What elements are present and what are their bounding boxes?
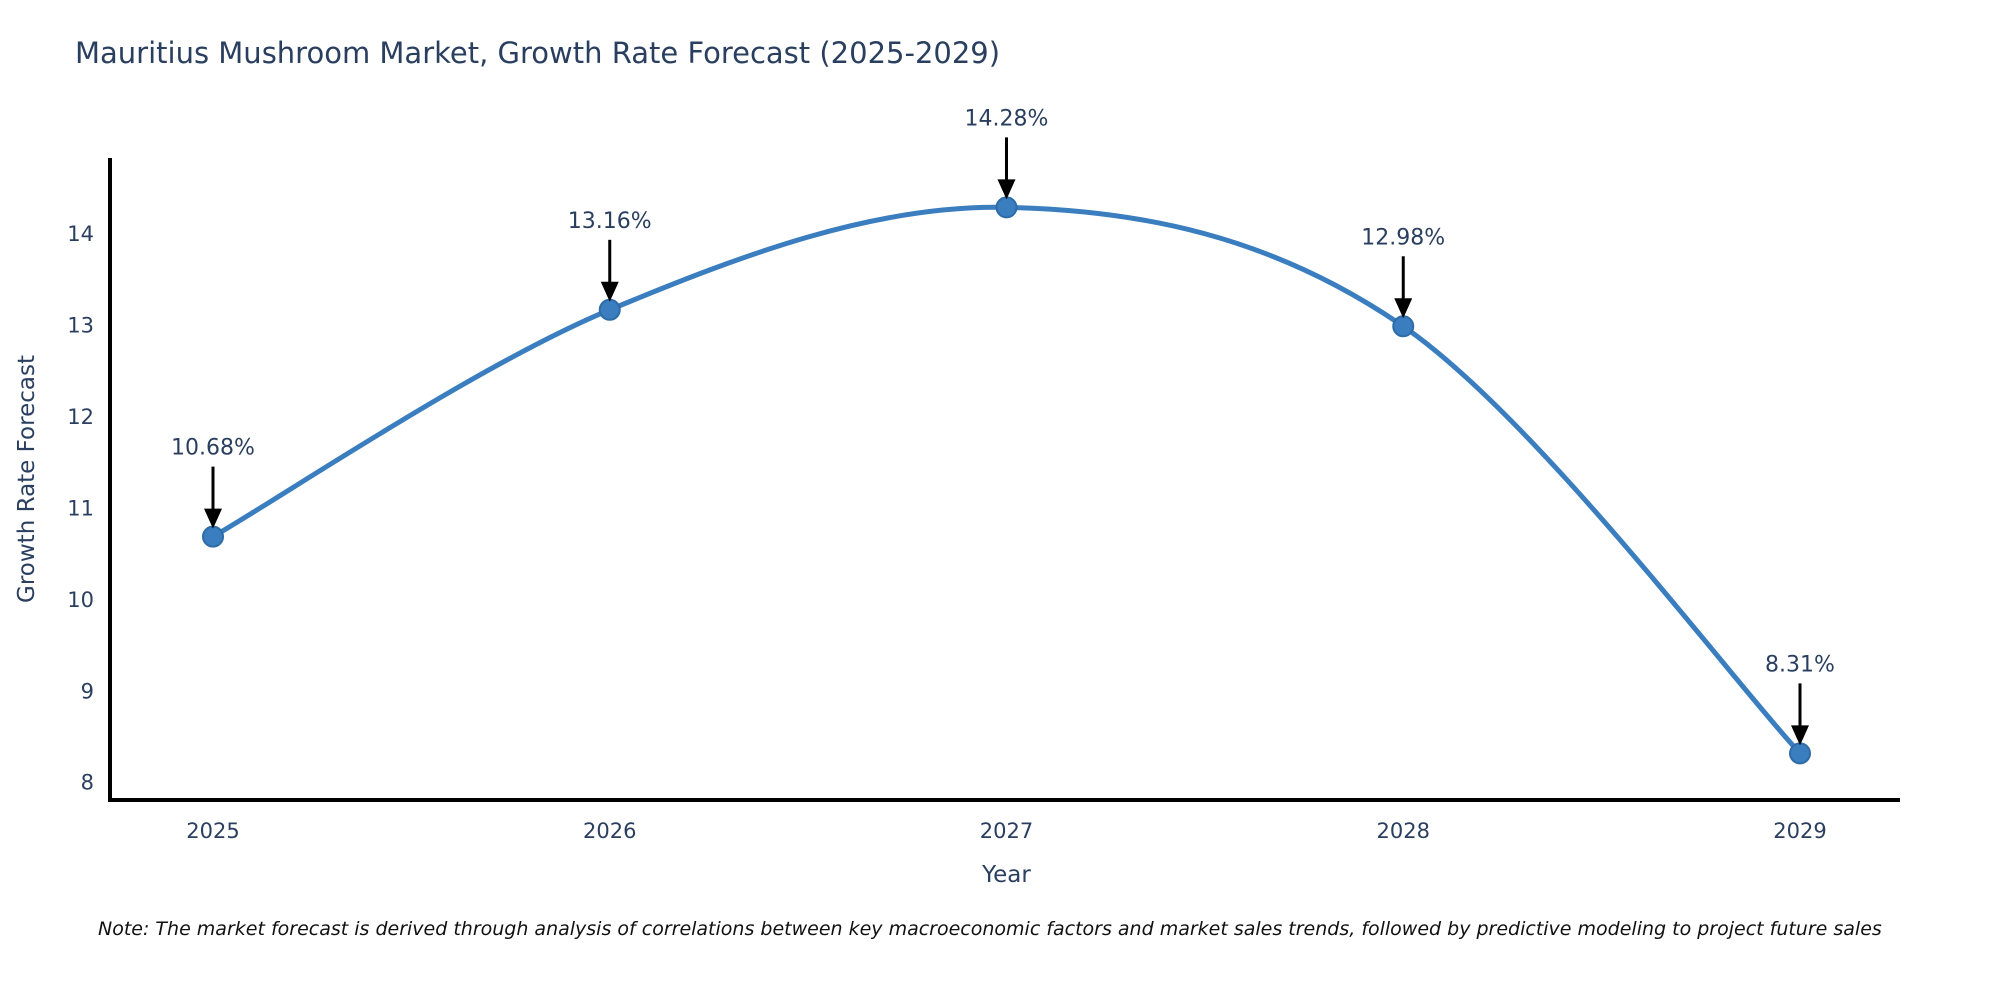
y-tick-label: 11 xyxy=(67,496,94,520)
y-axis-title: Growth Rate Forecast xyxy=(14,355,40,603)
x-tick-label: 2027 xyxy=(980,819,1033,843)
annotation-arrow-head xyxy=(1394,298,1413,319)
x-tick-label: 2029 xyxy=(1773,819,1826,843)
annotation-label: 14.28% xyxy=(965,106,1049,131)
x-tick-label: 2026 xyxy=(583,819,636,843)
annotation-label: 12.98% xyxy=(1361,225,1445,250)
y-tick-label: 10 xyxy=(67,588,94,612)
data-point-marker xyxy=(995,196,1018,219)
forecast-spline-path xyxy=(210,204,1803,756)
data-point-marker xyxy=(1789,742,1811,765)
y-tick-label: 13 xyxy=(67,313,94,337)
data-point-marker xyxy=(598,298,621,321)
chart-title: Mauritius Mushroom Market, Growth Rate F… xyxy=(75,36,1001,70)
annotation-arrow-head xyxy=(1791,725,1809,746)
annotation-label: 8.31% xyxy=(1765,652,1835,677)
data-point-marker xyxy=(202,525,224,548)
y-tick-label: 8 xyxy=(81,771,94,795)
annotation-label: 10.68% xyxy=(171,436,255,461)
annotation-arrow-head xyxy=(600,281,619,302)
annotation-arrow-head xyxy=(204,508,222,529)
annotation-arrow-head xyxy=(997,179,1016,200)
chart-footnote: Note: The market forecast is derived thr… xyxy=(98,918,1882,940)
data-point-marker xyxy=(1392,315,1415,338)
y-tick-label: 12 xyxy=(67,405,94,429)
annotation-label: 13.16% xyxy=(568,209,652,234)
x-axis-title: Year xyxy=(981,862,1031,888)
x-tick-label: 2028 xyxy=(1377,819,1430,843)
x-tick-label: 2025 xyxy=(186,819,239,843)
y-tick-label: 9 xyxy=(81,679,94,703)
y-tick-label: 14 xyxy=(67,222,94,246)
